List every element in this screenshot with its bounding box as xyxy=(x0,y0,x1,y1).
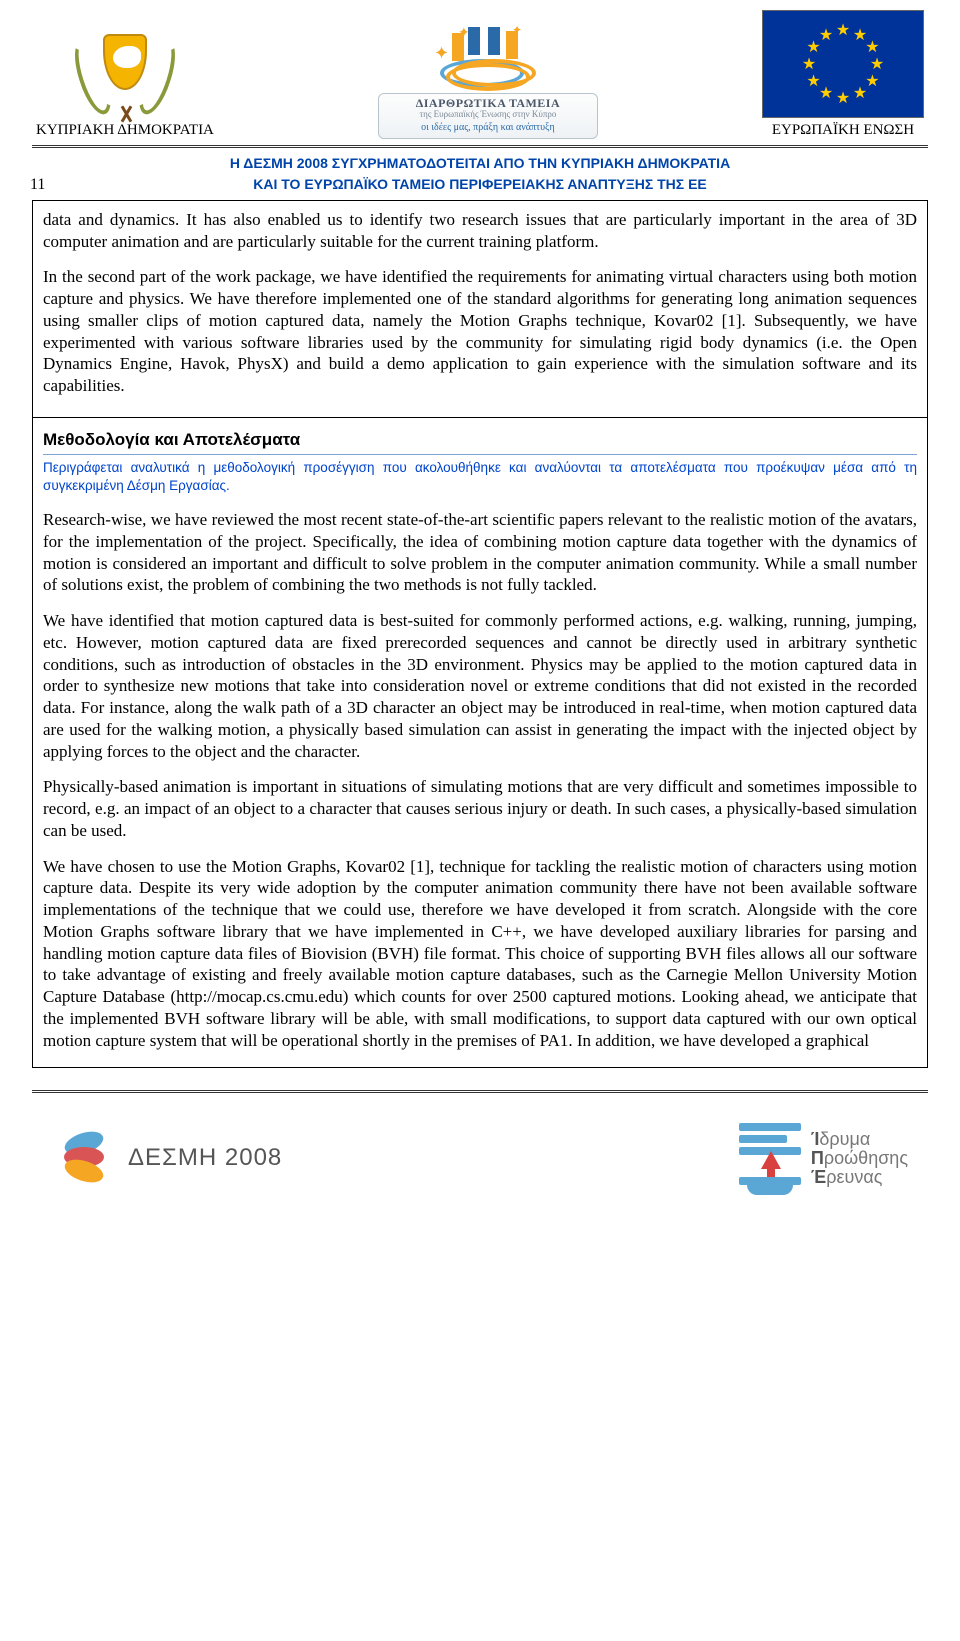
desmi-mark-icon xyxy=(52,1131,118,1185)
footer-row: ΔΕΣΜΗ 2008 Ίδρυμα Προώθησης Έρευνας xyxy=(32,1123,928,1193)
top-para-1: data and dynamics. It has also enabled u… xyxy=(43,209,917,253)
desmi-logo: ΔΕΣΜΗ 2008 xyxy=(52,1131,282,1185)
funding-line-2: ΚΑΙ ΤΟ ΕΥΡΩΠΑΪΚΟ ΤΑΜΕΙΟ ΠΕΡΙΦΕΡΕΙΑΚΗΣ ΑΝ… xyxy=(32,175,928,194)
content-box: data and dynamics. It has also enabled u… xyxy=(32,200,928,1069)
method-para-1: Research-wise, we have reviewed the most… xyxy=(43,509,917,596)
method-para-4: We have chosen to use the Motion Graphs,… xyxy=(43,856,917,1052)
funds-motto: οι ιδέες μας, πράξη και ανάπτυξη xyxy=(385,122,591,133)
eu-flag-block: ★★★★★★★★★★★★ ΕΥΡΩΠΑΪΚΗ ΕΝΩΣΗ xyxy=(762,10,924,139)
ipe-line2: ροώθησης xyxy=(824,1148,908,1168)
funding-line-1: Η ΔΕΣΜΗ 2008 ΣΥΓΧΡΗΜΑΤΟΔΟΤΕΙΤΑΙ ΑΠΟ ΤΗΝ … xyxy=(32,154,928,173)
method-para-2: We have identified that motion captured … xyxy=(43,610,917,762)
ipe-line3: ρευνας xyxy=(826,1167,882,1187)
eu-flag-icon: ★★★★★★★★★★★★ xyxy=(762,10,924,118)
cyprus-emblem-block: ΚΥΠΡΙΑΚΗ ΔΗΜΟΚΡΑΤΙΑ xyxy=(36,28,214,139)
methodology-title: Μεθοδολογία και Αποτελέσματα xyxy=(33,418,927,454)
method-para-3: Physically-based animation is important … xyxy=(43,776,917,841)
desmi-text: ΔΕΣΜΗ 2008 xyxy=(128,1144,282,1172)
structural-funds-plaque: ΔΙΑΡΘΡΩΤΙΚΑ ΤΑΜΕΙΑ της Ευρωπαϊκής Ένωσης… xyxy=(378,93,598,139)
page-number: 11 xyxy=(30,176,45,194)
top-section: data and dynamics. It has also enabled u… xyxy=(33,201,927,417)
header-rule xyxy=(32,145,928,148)
top-para-2: In the second part of the work package, … xyxy=(43,266,917,397)
title-underline xyxy=(43,454,917,455)
ipe-text: Ίδρυμα Προώθησης Έρευνας xyxy=(811,1130,908,1187)
eu-caption: ΕΥΡΩΠΑΪΚΗ ΕΝΩΣΗ xyxy=(772,122,914,139)
ipe-mark-icon xyxy=(739,1123,801,1193)
structural-funds-icon: ✦ ✦ ✦ xyxy=(428,25,548,91)
header-row: ΚΥΠΡΙΑΚΗ ΔΗΜΟΚΡΑΤΙΑ ✦ ✦ ✦ ΔΙΑΡΘΡΩΤΙΚΑ ΤΑ… xyxy=(32,10,928,139)
ipe-line3-b: Έ xyxy=(811,1167,826,1187)
ipe-logo: Ίδρυμα Προώθησης Έρευνας xyxy=(739,1123,908,1193)
methodology-note: Περιγράφεται αναλυτικά η μεθοδολογική πρ… xyxy=(33,459,927,509)
methodology-body: Research-wise, we have reviewed the most… xyxy=(33,509,927,1067)
funds-subtitle: της Ευρωπαϊκής Ένωσης στην Κύπρο xyxy=(385,110,591,120)
ipe-line2-b: Π xyxy=(811,1148,824,1168)
footer-rule xyxy=(32,1090,928,1093)
structural-funds-block: ✦ ✦ ✦ ΔΙΑΡΘΡΩΤΙΚΑ ΤΑΜΕΙΑ της Ευρωπαϊκής … xyxy=(378,25,598,139)
cyprus-coat-of-arms-icon xyxy=(65,28,185,118)
cyprus-caption: ΚΥΠΡΙΑΚΗ ΔΗΜΟΚΡΑΤΙΑ xyxy=(36,122,214,139)
ipe-line1: δρυμα xyxy=(819,1129,870,1149)
